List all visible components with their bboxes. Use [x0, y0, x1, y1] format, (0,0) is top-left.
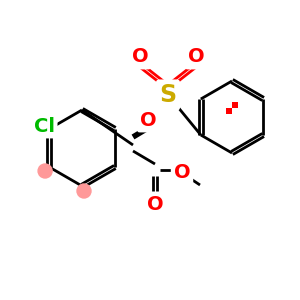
Text: O: O	[140, 110, 156, 130]
Text: O: O	[174, 163, 190, 182]
Text: S: S	[159, 83, 177, 107]
Text: O: O	[188, 47, 204, 67]
Text: O: O	[147, 196, 163, 214]
Text: Cl: Cl	[34, 116, 55, 136]
Circle shape	[38, 164, 52, 178]
Circle shape	[77, 184, 91, 198]
Text: O: O	[132, 47, 148, 67]
